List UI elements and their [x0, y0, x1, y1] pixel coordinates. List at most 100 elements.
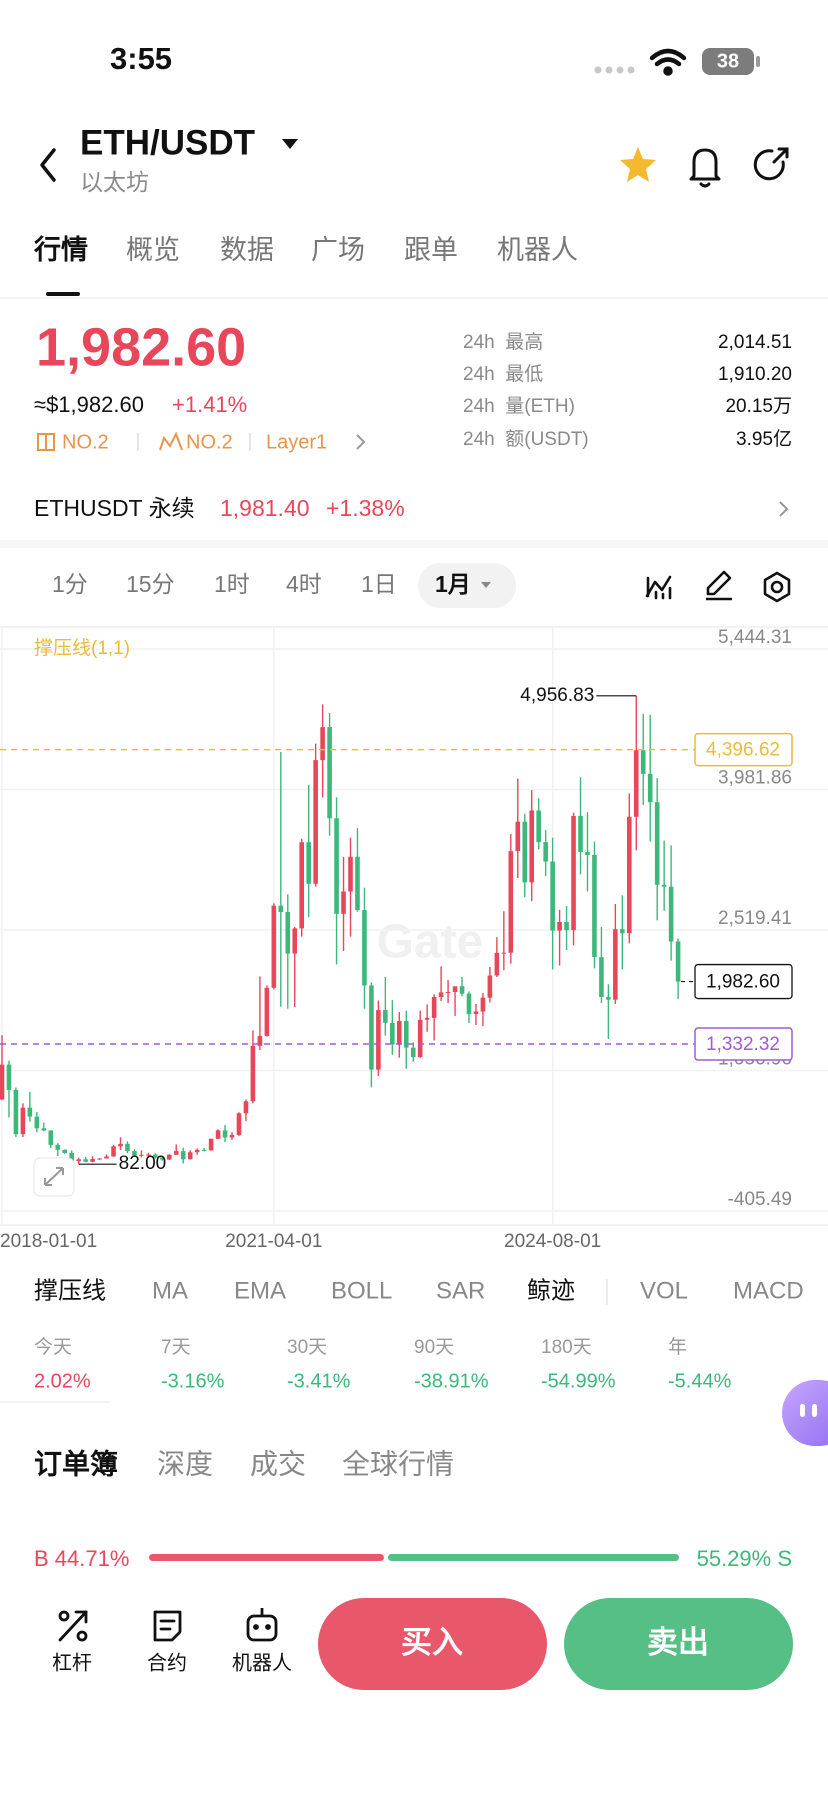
nav-label[interactable]: 杠杆: [52, 1651, 92, 1674]
favorite-button[interactable]: [620, 147, 656, 182]
interval[interactable]: 1时: [214, 571, 250, 597]
tag[interactable]: NO.2: [62, 431, 109, 453]
candle-body: [160, 1157, 165, 1160]
candle-body: [675, 941, 681, 982]
candle-body: [578, 815, 583, 852]
performance-label: 180天: [541, 1337, 592, 1358]
tab[interactable]: 概览: [126, 235, 180, 265]
indicator-tab[interactable]: SAR: [436, 1277, 485, 1304]
interval[interactable]: 1分: [52, 571, 88, 597]
candle-body: [6, 1064, 12, 1090]
tab[interactable]: 机器人: [497, 235, 578, 265]
indicator-tab[interactable]: EMA: [234, 1277, 286, 1304]
candle-body: [90, 1158, 95, 1162]
candle-body: [599, 957, 604, 998]
book-tab[interactable]: 成交: [250, 1448, 306, 1479]
nav-label[interactable]: 合约: [147, 1651, 187, 1674]
back-button[interactable]: [40, 148, 56, 182]
leverage-icon[interactable]: [58, 1610, 88, 1642]
indicator-label: 撑压线(1,1): [34, 637, 130, 659]
candle-body: [515, 821, 521, 852]
indicator-tab[interactable]: MA: [152, 1277, 188, 1304]
interval[interactable]: 1月: [435, 571, 471, 597]
tab[interactable]: 数据: [220, 235, 274, 265]
candle-body: [97, 1158, 102, 1160]
indicator-button[interactable]: [645, 575, 672, 600]
contract-icon[interactable]: [153, 1610, 182, 1642]
interval[interactable]: 1日: [361, 571, 397, 597]
battery-level: 38: [717, 50, 739, 72]
bot-icon[interactable]: [246, 1608, 278, 1642]
candle-body: [250, 1045, 256, 1102]
expand-button[interactable]: [33, 1157, 75, 1197]
candle-body: [20, 1107, 26, 1135]
candle-body: [613, 929, 618, 1000]
sell-button[interactable]: [564, 1598, 793, 1690]
candle-body: [327, 727, 332, 819]
assistant-bubble[interactable]: [782, 1380, 828, 1446]
settings-button[interactable]: [763, 571, 791, 603]
candle-body: [390, 1022, 395, 1045]
candle-body: [348, 856, 353, 892]
alert-button[interactable]: [689, 148, 721, 188]
indicator-tab[interactable]: VOL: [640, 1277, 688, 1304]
candle-body: [208, 1138, 214, 1151]
level-label-box: [694, 1027, 793, 1061]
candle-body: [403, 1021, 409, 1048]
interval-pill[interactable]: [418, 563, 516, 608]
performance-value: 2.02%: [34, 1370, 91, 1392]
indicator-tab[interactable]: MACD: [733, 1277, 804, 1304]
candle-body: [118, 1143, 123, 1147]
indicator-tab[interactable]: 撑压线: [34, 1277, 106, 1304]
tags-chevron[interactable]: [356, 434, 366, 450]
wifi-icon: [649, 48, 687, 76]
book-tab[interactable]: 全球行情: [342, 1448, 454, 1479]
candlestick-chart: Gate: [0, 627, 828, 1225]
candle-body: [111, 1146, 116, 1157]
y-tick-label: 5,444.31: [718, 627, 792, 648]
pair-title[interactable]: ETH/USDT: [80, 123, 255, 162]
pair-dropdown[interactable]: [282, 139, 298, 149]
candle-body: [459, 986, 465, 994]
tab[interactable]: 行情: [33, 234, 88, 265]
candle-body: [299, 842, 305, 929]
performance-value: -38.91%: [414, 1370, 489, 1392]
action-label[interactable]: 买入: [401, 1625, 463, 1660]
candle-body: [585, 851, 590, 856]
candle-body: [494, 952, 500, 976]
level-label-box: [694, 732, 793, 767]
level-label: 4,396.62: [706, 740, 780, 761]
candle-body: [292, 928, 298, 954]
perpetual-name[interactable]: ETHUSDT 永续: [34, 495, 195, 521]
nav-label[interactable]: 机器人: [232, 1651, 292, 1674]
candle-body: [229, 1134, 235, 1138]
candle-body: [153, 1154, 158, 1158]
indicator-tab[interactable]: 鲸迹: [527, 1277, 575, 1304]
interval[interactable]: 15分: [126, 571, 175, 597]
draw-button[interactable]: [706, 570, 732, 601]
indicator-tab[interactable]: BOLL: [331, 1277, 392, 1304]
action-label[interactable]: 卖出: [647, 1625, 709, 1660]
buy-button[interactable]: [318, 1598, 547, 1690]
high-label: 4,956.83: [520, 685, 594, 706]
candle-body: [173, 1151, 179, 1155]
share-button[interactable]: [753, 147, 789, 181]
candle-body: [194, 1149, 200, 1153]
pair-name: 以太坊: [80, 169, 149, 195]
book-tab[interactable]: 订单簿: [34, 1448, 118, 1479]
candle-body: [480, 997, 486, 1012]
book-tab[interactable]: 深度: [157, 1448, 213, 1479]
candle-body: [640, 750, 646, 774]
tag[interactable]: NO.2: [186, 431, 233, 453]
candle-body: [139, 1154, 144, 1156]
candle-body: [34, 1116, 40, 1129]
candle-body: [166, 1154, 172, 1160]
performance-label: 30天: [287, 1337, 327, 1358]
interval[interactable]: 4时: [286, 571, 322, 597]
tag[interactable]: Layer1: [266, 431, 327, 453]
interval-dropdown[interactable]: [481, 582, 491, 588]
tab[interactable]: 广场: [311, 235, 365, 265]
tab[interactable]: 跟单: [404, 235, 458, 265]
candle-body: [201, 1149, 207, 1151]
perpetual-chevron[interactable]: [779, 501, 789, 517]
